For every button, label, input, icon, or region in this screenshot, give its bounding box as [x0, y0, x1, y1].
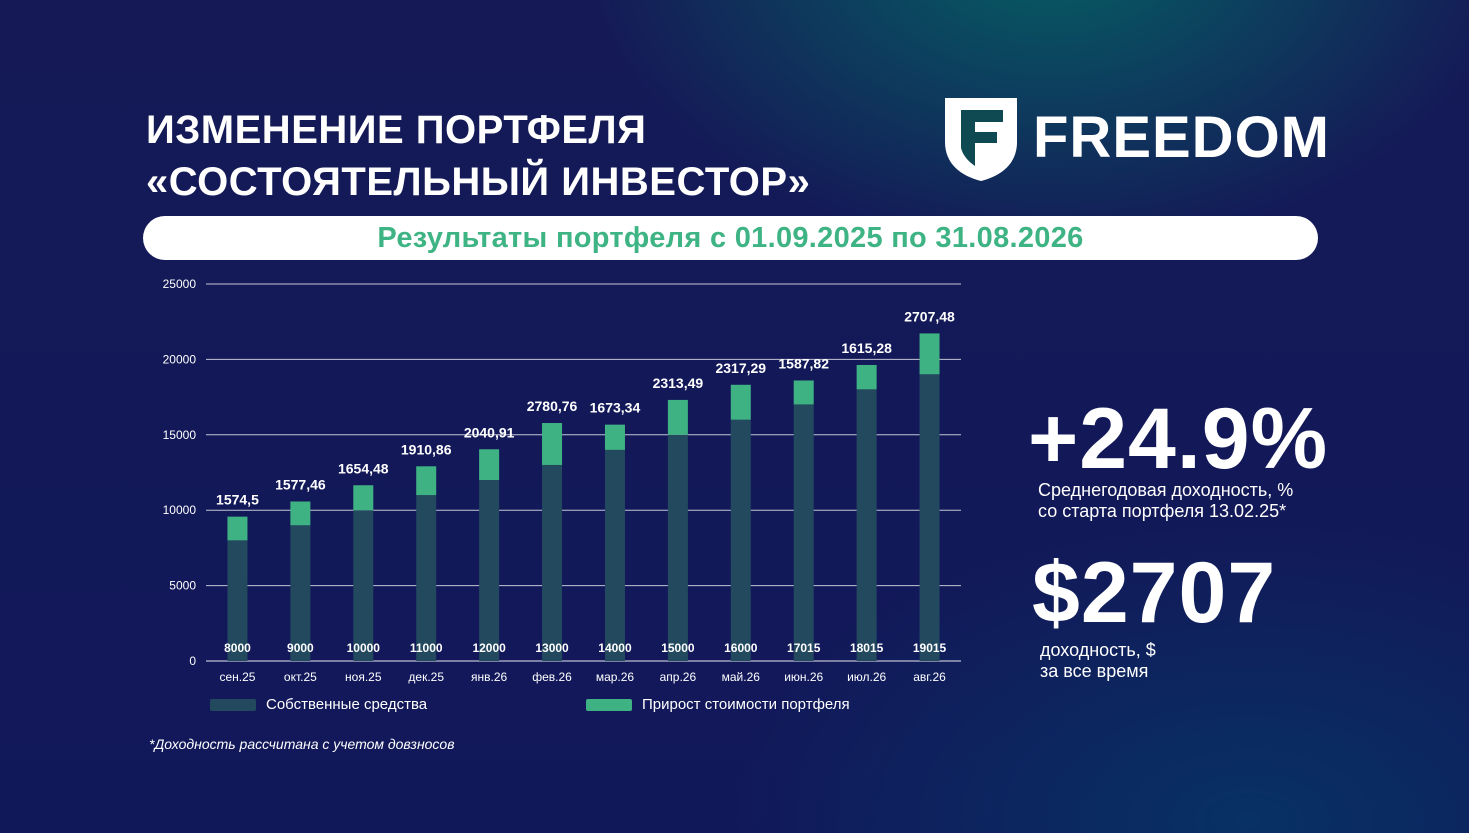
bar-growth: [542, 423, 563, 465]
bar-growth: [290, 501, 311, 526]
bar-own-funds: [479, 480, 500, 661]
y-tick-label: 5000: [169, 579, 196, 593]
y-tick-label: 10000: [163, 503, 197, 517]
x-tick-label: авг.26: [913, 670, 946, 684]
bar-growth: [416, 466, 437, 496]
kpi-annual-return-value: +24.9%: [1028, 391, 1329, 487]
bar-own-funds: [353, 510, 374, 661]
bar-own-funds: [604, 449, 625, 661]
kpi-total-profit-label: доходность, $ за все время: [1040, 640, 1156, 682]
bar-own-funds: [416, 495, 437, 661]
logo-text: FREEDOM: [1033, 105, 1330, 170]
x-tick-label: фев.26: [532, 670, 572, 684]
bar-growth: [604, 424, 625, 450]
x-tick-label: май.26: [722, 670, 761, 684]
kpi-annual-return-label-line-1: Среднегодовая доходность, %: [1038, 480, 1294, 500]
x-tick-label: дек.25: [408, 670, 444, 684]
data-label-own-funds: 17015: [787, 641, 821, 655]
bar-growth: [730, 384, 751, 420]
data-label-own-funds: 11000: [410, 641, 443, 655]
data-label-own-funds: 12000: [472, 641, 506, 655]
period-banner: Результаты портфеля с 01.09.2025 по 31.0…: [143, 216, 1318, 260]
bar-own-funds: [856, 389, 877, 661]
data-label-own-funds: 14000: [598, 641, 632, 655]
bar-own-funds: [227, 540, 248, 661]
data-label-own-funds: 10000: [347, 641, 381, 655]
data-label-own-funds: 19015: [913, 641, 947, 655]
bar-growth: [479, 449, 500, 481]
title-line-1: ИЗМЕНЕНИЕ ПОРТФЕЛЯ: [146, 108, 647, 152]
chart-legend: Собственные средства Прирост стоимости п…: [210, 696, 970, 718]
data-label-own-funds: 9000: [287, 641, 314, 655]
x-tick-label: янв.26: [471, 670, 508, 684]
bar-growth: [227, 516, 248, 541]
kpi-annual-return-label: Среднегодовая доходность, % со старта по…: [1038, 480, 1293, 522]
bar-growth: [667, 399, 688, 435]
bar-growth: [919, 333, 940, 375]
bar-own-funds: [730, 419, 751, 661]
x-tick-label: окт.25: [284, 670, 317, 684]
data-label-own-funds: 15000: [661, 641, 695, 655]
period-banner-text: Результаты портфеля с 01.09.2025 по 31.0…: [377, 221, 1084, 254]
data-label-growth: 1574,5: [216, 492, 259, 508]
data-label-growth: 1577,46: [275, 476, 326, 492]
kpi-annual-return-label-line-2: со старта портфеля 13.02.25*: [1038, 501, 1287, 521]
shield-logo-icon: [945, 98, 1017, 181]
data-label-growth: 2780,76: [527, 398, 578, 414]
legend-label-growth: Прирост стоимости портфеля: [642, 696, 850, 713]
x-tick-label: сен.25: [219, 670, 255, 684]
x-tick-label: ноя.25: [345, 670, 382, 684]
y-tick-label: 20000: [163, 352, 197, 366]
portfolio-bar-chart: 0 5000 10000 15000 20000 25000 8000 1574,5 сен.2…: [163, 277, 961, 684]
data-label-growth: 1673,34: [590, 400, 641, 416]
data-label-growth: 1587,82: [778, 355, 829, 371]
kpi-total-profit-label-line-1: доходность, $: [1040, 640, 1156, 660]
y-tick-label: 15000: [163, 428, 197, 442]
title-line-2: «СОСТОЯТЕЛЬНЫЙ ИНВЕСТОР»: [146, 160, 811, 204]
legend-swatch-growth: [586, 698, 632, 711]
bar-growth: [793, 380, 814, 405]
data-label-own-funds: 8000: [224, 641, 251, 655]
data-label-growth: 2317,29: [715, 360, 766, 376]
x-tick-label: мар.26: [596, 670, 635, 684]
legend-label-own-funds: Собственные средства: [266, 696, 428, 713]
bar-own-funds: [793, 404, 814, 661]
footnote: *Доходность рассчитана с учетом довзносо…: [149, 736, 455, 752]
data-label-growth: 1615,28: [841, 340, 892, 356]
data-label-growth: 2707,48: [904, 308, 955, 324]
data-label-growth: 2040,91: [464, 424, 515, 440]
data-label-own-funds: 13000: [535, 641, 569, 655]
bar-own-funds: [290, 525, 311, 661]
data-label-own-funds: 18015: [850, 641, 884, 655]
y-tick-label: 25000: [163, 277, 197, 291]
data-label-growth: 1910,86: [401, 441, 452, 457]
legend-item-own-funds: Собственные средства: [210, 696, 427, 713]
freedom-logo: FREEDOM: [943, 96, 1329, 182]
data-label-growth: 1654,48: [338, 460, 389, 476]
bar-growth: [856, 364, 877, 390]
x-tick-label: июл.26: [847, 670, 886, 684]
data-label-own-funds: 16000: [724, 641, 758, 655]
x-tick-label: апр.26: [660, 670, 697, 684]
kpi-total-profit-label-line-2: за все время: [1040, 661, 1149, 681]
page-title: ИЗМЕНЕНИЕ ПОРТФЕЛЯ «СОСТОЯТЕЛЬНЫЙ ИНВЕСТ…: [146, 104, 810, 208]
kpi-total-profit-value: $2707: [1032, 545, 1277, 641]
bar-own-funds: [542, 464, 563, 661]
legend-swatch-own-funds: [210, 698, 256, 711]
bar-own-funds: [667, 434, 688, 661]
legend-item-growth: Прирост стоимости портфеля: [586, 696, 850, 713]
x-tick-label: июн.26: [784, 670, 823, 684]
data-label-growth: 2313,49: [653, 375, 704, 391]
bar-own-funds: [919, 374, 940, 661]
y-tick-label: 0: [189, 654, 196, 668]
bar-growth: [353, 485, 374, 511]
